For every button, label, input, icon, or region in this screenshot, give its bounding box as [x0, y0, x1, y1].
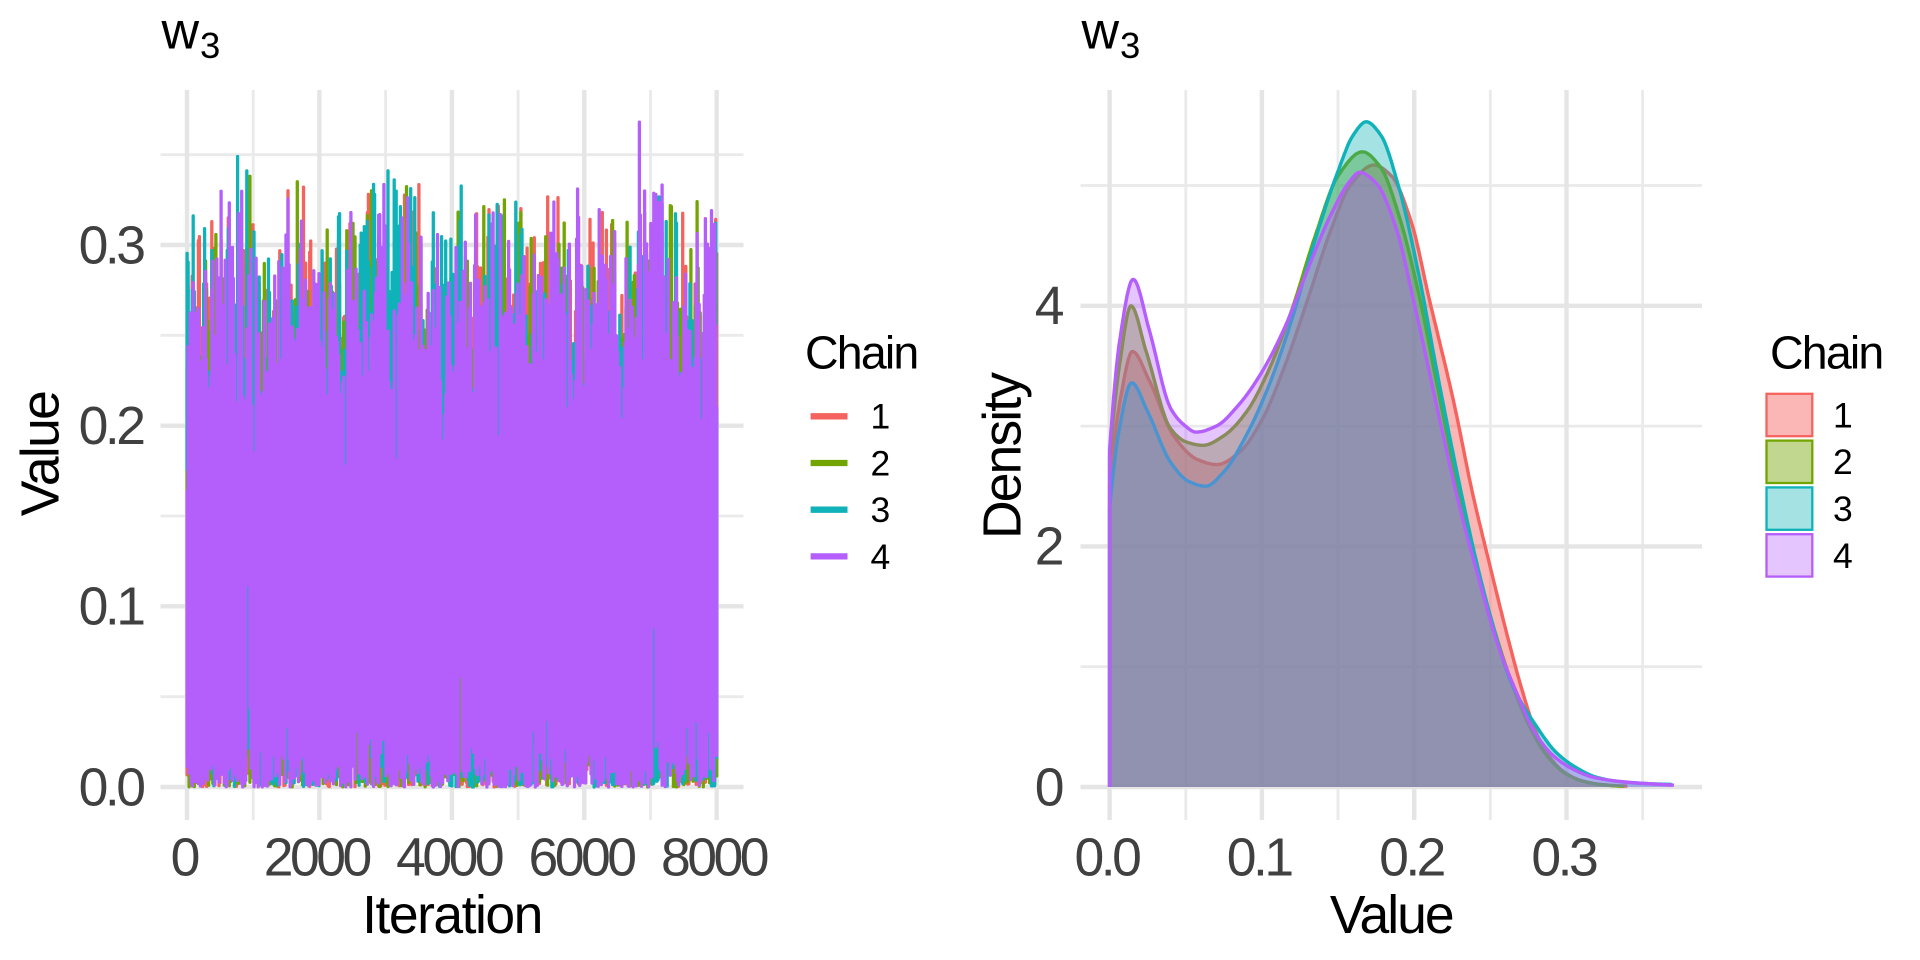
svg-text:1: 1 [1833, 395, 1853, 435]
svg-text:w: w [161, 3, 200, 61]
svg-text:4: 4 [871, 537, 891, 577]
svg-text:3: 3 [871, 490, 891, 530]
svg-text:w: w [1081, 3, 1120, 61]
svg-text:0.3: 0.3 [1531, 829, 1597, 888]
svg-text:Value: Value [12, 392, 71, 516]
svg-text:2: 2 [1035, 518, 1063, 577]
svg-text:0.3: 0.3 [79, 216, 145, 275]
svg-text:Chain: Chain [805, 327, 918, 379]
svg-text:0.2: 0.2 [79, 397, 145, 456]
svg-text:8000: 8000 [661, 829, 768, 888]
svg-text:Iteration: Iteration [362, 886, 542, 945]
svg-text:4000: 4000 [396, 829, 503, 888]
svg-text:3: 3 [200, 25, 220, 66]
svg-text:2: 2 [1833, 442, 1853, 482]
svg-text:3: 3 [1120, 25, 1140, 66]
svg-text:0: 0 [1035, 758, 1063, 817]
svg-text:3: 3 [1833, 489, 1853, 529]
svg-text:2: 2 [871, 443, 891, 483]
svg-text:Value: Value [1330, 886, 1453, 945]
svg-text:4: 4 [1833, 536, 1853, 576]
svg-text:0: 0 [171, 829, 199, 888]
svg-text:Chain: Chain [1770, 327, 1883, 379]
svg-text:4: 4 [1035, 277, 1064, 336]
svg-text:1: 1 [871, 397, 891, 437]
svg-text:Density: Density [973, 372, 1032, 539]
svg-text:6000: 6000 [529, 829, 636, 888]
svg-text:0.1: 0.1 [1227, 829, 1293, 888]
svg-text:0.1: 0.1 [79, 578, 145, 637]
svg-text:2000: 2000 [264, 829, 371, 888]
svg-text:0.0: 0.0 [1074, 829, 1140, 888]
svg-text:0.2: 0.2 [1379, 829, 1445, 888]
svg-text:0.0: 0.0 [79, 758, 145, 817]
